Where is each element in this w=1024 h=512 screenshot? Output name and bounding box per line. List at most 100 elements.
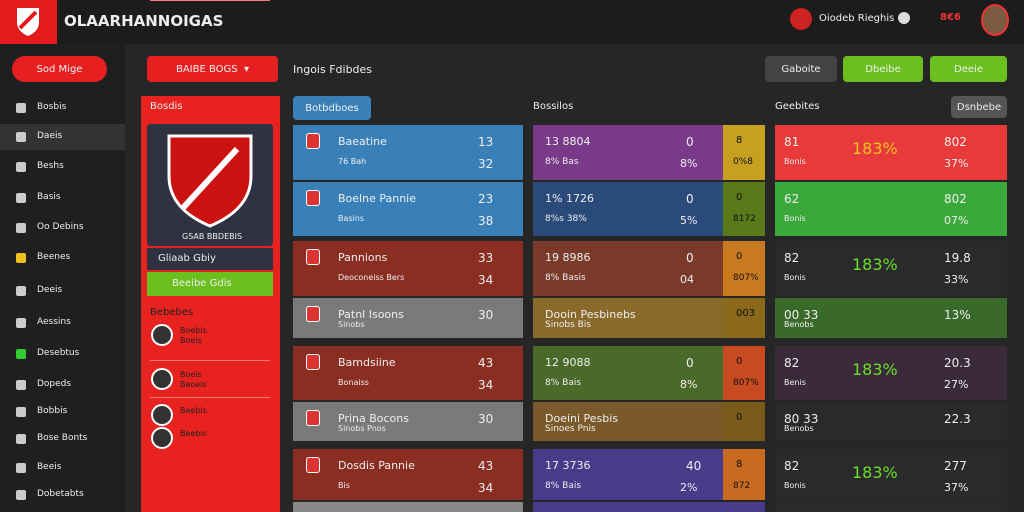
stat: 82 [784, 251, 800, 265]
team-crest [306, 133, 320, 149]
match-value: 40 [686, 459, 702, 473]
tab[interactable] [147, 248, 273, 270]
divider [150, 0, 270, 1]
match-row[interactable] [533, 298, 723, 338]
nav-item[interactable]: Daeis [37, 131, 63, 141]
avatar[interactable] [981, 4, 1009, 36]
stat-row[interactable] [775, 346, 1007, 400]
stat-row[interactable] [775, 182, 1007, 236]
column-header: Geebites [775, 101, 820, 112]
stat: 22.3 [944, 412, 971, 426]
team-row[interactable] [293, 298, 523, 338]
team-sub: Bonaiss [338, 378, 369, 387]
odds-strip[interactable] [723, 125, 765, 180]
match-score: 1% 1726 [545, 192, 594, 205]
column-button[interactable]: Dsnbebe [951, 96, 1007, 118]
nav-item[interactable]: Basis [37, 192, 61, 202]
match-row[interactable] [533, 182, 723, 236]
stat-row[interactable] [775, 402, 1007, 441]
tab-label[interactable]: Gliaab Gbiy [158, 253, 216, 264]
match-row[interactable] [533, 449, 723, 500]
stat: 33% [944, 273, 969, 286]
nav-item[interactable]: Deeis [37, 285, 63, 295]
stat-row[interactable] [775, 298, 1007, 338]
team-crest [306, 410, 320, 426]
stat-row[interactable] [775, 125, 1007, 180]
nav-item[interactable]: Desebtus [37, 348, 80, 358]
odds: 8172 [733, 214, 756, 224]
nav-icon [16, 286, 26, 296]
match-row[interactable] [533, 402, 723, 441]
stat-row[interactable] [775, 449, 1007, 500]
stat-row[interactable] [775, 241, 1007, 296]
section-title: Bebebes [150, 307, 194, 318]
nav-item[interactable]: Bosbis [37, 102, 67, 112]
button[interactable]: Dbeibe [843, 56, 923, 82]
team-sub: Basins [338, 214, 365, 223]
nav-item[interactable]: Dobetabts [37, 489, 84, 499]
badge[interactable]: 8€6 [940, 12, 961, 23]
match-pct: 5% [680, 214, 698, 227]
nav-item[interactable]: Bobbis [37, 406, 68, 416]
team-row[interactable] [293, 182, 523, 236]
team-crest [306, 306, 320, 322]
logo[interactable] [0, 0, 57, 44]
odds: 872 [733, 481, 751, 491]
nav-item[interactable]: Beshs [37, 161, 64, 171]
match-row[interactable] [533, 346, 723, 400]
team-sub: Bis [338, 481, 350, 490]
nav-icon [16, 193, 26, 203]
team-row[interactable] [293, 346, 523, 400]
nav-item[interactable]: Beeis [37, 462, 62, 472]
odds-strip[interactable] [723, 241, 765, 296]
list-name[interactable]: Beebis [180, 429, 207, 438]
header [0, 0, 1024, 44]
team-row[interactable] [293, 241, 523, 296]
team-name: Baeatine [338, 135, 387, 148]
team-row[interactable] [293, 402, 523, 441]
match-sub: 8% Bais [545, 378, 582, 388]
team-row[interactable] [293, 125, 523, 180]
nav-item[interactable]: Beenes [37, 252, 71, 262]
team-sub: Sinobs [338, 320, 365, 329]
odds: 0 [736, 192, 743, 203]
nav-item[interactable]: Bose Bonts [37, 433, 88, 443]
odds-strip[interactable] [723, 182, 765, 236]
column-tab[interactable]: Botbdboes [293, 96, 371, 120]
search-icon[interactable] [898, 12, 910, 24]
dropdown[interactable]: BAIBE BOGS ▾ [147, 56, 278, 82]
dropdown-label[interactable]: BAIBE BOGS [175, 63, 238, 75]
team-name: Patnl Isoons [338, 308, 404, 321]
stat-sub: Benobs [784, 320, 814, 329]
list-avatar[interactable] [151, 404, 173, 426]
button[interactable]: Deeie [930, 56, 1007, 82]
nav-icon [16, 463, 26, 473]
list-name[interactable]: Beebis [180, 406, 207, 415]
nav-item[interactable]: Dopeds [37, 379, 72, 389]
match-row[interactable] [533, 241, 723, 296]
odds-strip[interactable] [723, 298, 765, 338]
match-row[interactable] [533, 125, 723, 180]
tab-label[interactable]: Beeibe Gdis [172, 278, 232, 289]
list-name[interactable]: Boebis [180, 326, 207, 335]
button[interactable]: Gaboite [765, 56, 837, 82]
nav-item[interactable]: Oo Debins [37, 222, 84, 232]
tab-active[interactable] [147, 272, 273, 296]
list-avatar[interactable] [151, 427, 173, 449]
odds-strip[interactable] [723, 346, 765, 400]
stat: 62 [784, 192, 800, 206]
team-sub: Deoconeiss Bers [338, 273, 405, 282]
list-name[interactable]: Boeis [180, 370, 202, 379]
team-row[interactable] [293, 449, 523, 500]
stat: 802 [944, 192, 967, 206]
list-avatar[interactable] [151, 368, 173, 390]
list-avatar[interactable] [151, 324, 173, 346]
nav-icon [16, 490, 26, 500]
odds-strip[interactable] [723, 402, 765, 441]
nav-item[interactable]: Aessins [37, 317, 71, 327]
primary-button[interactable]: Sod Mige [12, 56, 107, 82]
club-icon[interactable] [790, 8, 812, 30]
odds-strip[interactable] [723, 449, 765, 500]
user-name[interactable]: Oiodeb Rieghis [819, 13, 895, 24]
